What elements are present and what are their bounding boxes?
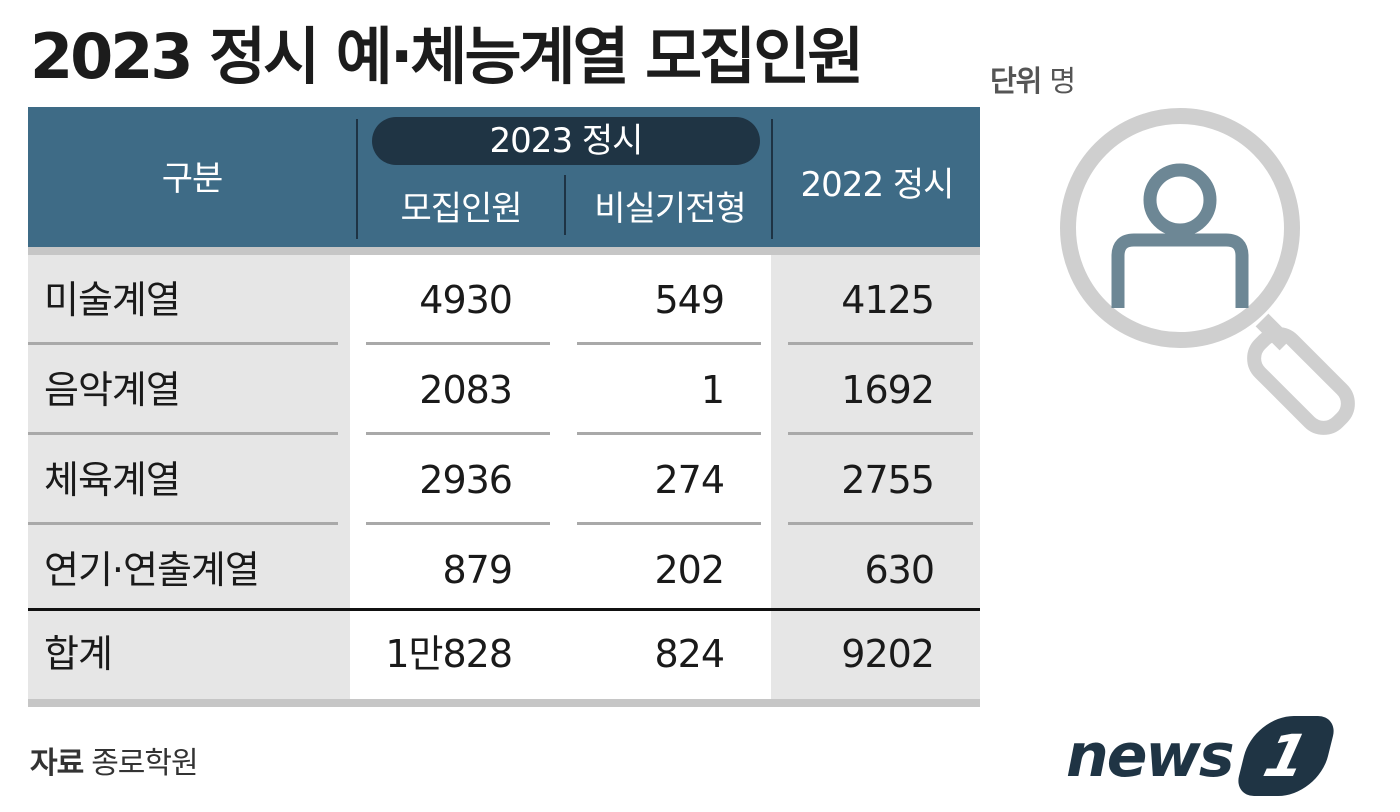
row-label: 합계 xyxy=(44,632,113,676)
header-2023-nonpractical: 비실기전형 xyxy=(594,189,746,229)
column-shade-2022 xyxy=(771,255,980,699)
cell-2023-total: 1만828 xyxy=(385,632,513,676)
row-divider xyxy=(577,522,761,525)
table-bottom-border xyxy=(28,699,980,707)
header-divider xyxy=(564,175,566,235)
row-divider xyxy=(28,342,338,345)
unit-label: 단위 xyxy=(990,64,1042,98)
total-row: 합계 1만828 824 9202 xyxy=(28,610,980,699)
cell-2023-nonpractical: 202 xyxy=(654,548,725,592)
cell-2022: 1692 xyxy=(841,368,935,412)
table-row: 연기·연출계열 879 202 630 xyxy=(28,525,980,615)
logo-badge: 1 xyxy=(1234,716,1338,796)
logo-badge-text: 1 xyxy=(1257,722,1315,790)
source-note: 자료 종로학원 xyxy=(30,738,199,782)
recruitment-table: 구분 2023 정시 모집인원 비실기전형 2022 정시 미술계열 4930 54… xyxy=(28,107,980,707)
cell-2023-total: 4930 xyxy=(419,278,513,322)
row-label: 연기·연출계열 xyxy=(44,548,260,592)
table-row: 체육계열 2936 274 2755 xyxy=(28,435,980,525)
cell-2023-nonpractical: 824 xyxy=(654,632,725,676)
cell-2022: 4125 xyxy=(841,278,935,322)
header-2022: 2022 정시 xyxy=(800,165,955,205)
unit-value: 명 xyxy=(1049,64,1076,98)
cell-2023-total: 879 xyxy=(442,548,513,592)
row-label: 미술계열 xyxy=(44,278,181,322)
row-divider xyxy=(366,342,550,345)
header-divider xyxy=(771,119,773,239)
row-divider xyxy=(28,432,338,435)
source-label: 자료 xyxy=(30,746,84,781)
logo-text: news xyxy=(1066,721,1235,791)
column-shade-category xyxy=(28,255,350,699)
source-value: 종로학원 xyxy=(91,746,198,781)
cell-2023-nonpractical: 274 xyxy=(654,458,725,502)
row-label: 체육계열 xyxy=(44,458,181,502)
news1-logo: news 1 xyxy=(1066,716,1338,796)
row-divider xyxy=(577,432,761,435)
table-row: 음악계열 2083 1 1692 xyxy=(28,345,980,435)
cell-2023-nonpractical: 1 xyxy=(700,368,725,412)
row-divider xyxy=(28,522,338,525)
header-category: 구분 xyxy=(161,159,224,199)
row-divider xyxy=(788,522,973,525)
magnifier-person-icon xyxy=(1060,108,1355,435)
row-divider xyxy=(577,342,761,345)
row-divider xyxy=(788,432,973,435)
header-2023-total: 모집인원 xyxy=(400,189,522,229)
header-divider xyxy=(356,119,358,239)
cell-2023-nonpractical: 549 xyxy=(654,278,725,322)
row-divider xyxy=(366,432,550,435)
header-group-2023: 2023 정시 xyxy=(372,117,760,165)
unit-note: 단위 명 xyxy=(990,58,1076,100)
table-header: 구분 2023 정시 모집인원 비실기전형 2022 정시 xyxy=(28,107,980,255)
cell-2022: 9202 xyxy=(841,632,935,676)
cell-2022: 2755 xyxy=(841,458,935,502)
cell-2022: 630 xyxy=(864,548,935,592)
table-row: 미술계열 4930 549 4125 xyxy=(28,255,980,345)
page-title: 2023 정시 예·체능계열 모집인원 xyxy=(30,20,864,93)
total-divider xyxy=(28,608,980,611)
row-label: 음악계열 xyxy=(44,368,181,412)
row-divider xyxy=(366,522,550,525)
cell-2023-total: 2936 xyxy=(419,458,513,502)
row-divider xyxy=(788,342,973,345)
cell-2023-total: 2083 xyxy=(419,368,513,412)
